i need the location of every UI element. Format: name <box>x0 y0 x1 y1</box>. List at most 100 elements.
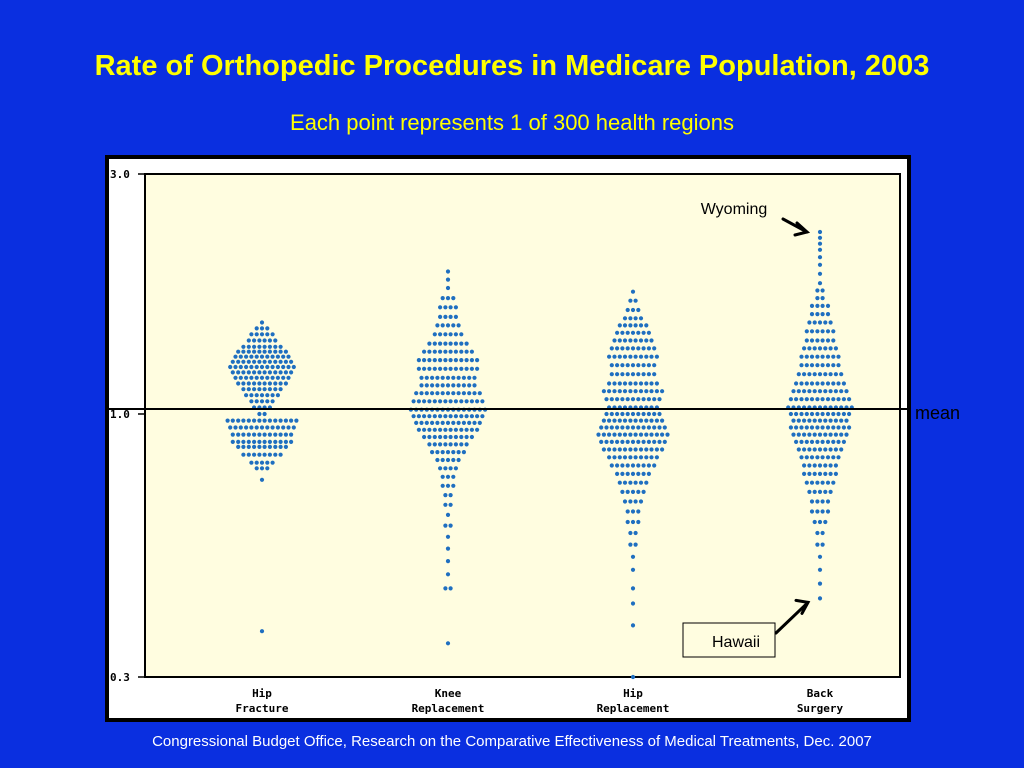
data-point <box>809 425 815 430</box>
data-point <box>472 375 477 380</box>
data-point <box>820 354 825 359</box>
data-point <box>809 303 815 308</box>
data-point <box>630 330 636 335</box>
data-point <box>445 375 451 380</box>
data-point <box>265 354 270 359</box>
data-point <box>646 363 652 368</box>
data-point <box>281 425 286 430</box>
data-point <box>451 323 456 328</box>
data-point <box>633 499 638 504</box>
data-point <box>628 316 633 321</box>
data-point <box>445 450 451 455</box>
data-point <box>807 432 812 437</box>
data-point <box>432 341 437 346</box>
data-point <box>817 554 823 559</box>
data-point <box>799 397 804 402</box>
data-point <box>252 338 257 343</box>
data-point <box>257 411 262 417</box>
data-point <box>652 411 657 417</box>
data-point <box>660 447 665 452</box>
data-point <box>823 489 828 494</box>
data-point <box>294 418 299 423</box>
data-point <box>809 480 815 485</box>
data-point <box>820 363 825 368</box>
data-point <box>435 391 440 396</box>
data-point <box>638 499 644 504</box>
data-point <box>636 489 641 494</box>
data-point <box>467 391 472 396</box>
data-point <box>443 341 448 346</box>
data-point <box>249 354 254 359</box>
data-point <box>641 489 646 494</box>
data-point <box>617 432 622 437</box>
data-point <box>828 471 833 476</box>
data-point <box>286 354 291 359</box>
data-point <box>286 364 291 370</box>
data-point <box>435 420 440 425</box>
data-point <box>817 346 823 351</box>
data-point <box>427 427 432 432</box>
data-point <box>633 432 638 437</box>
data-point <box>278 432 283 437</box>
data-point <box>445 546 451 551</box>
data-point <box>461 420 466 425</box>
data-point <box>445 457 451 463</box>
data-point <box>617 323 622 328</box>
data-point <box>617 480 622 485</box>
data-point <box>625 307 630 313</box>
data-point <box>238 375 243 380</box>
data-point <box>636 519 641 525</box>
data-point <box>791 432 796 437</box>
data-point <box>628 499 633 504</box>
data-point <box>630 425 636 430</box>
data-point <box>257 444 262 449</box>
data-point <box>630 586 636 591</box>
data-point <box>794 425 799 430</box>
data-point <box>456 375 461 380</box>
data-point <box>445 483 451 488</box>
data-point <box>267 452 272 457</box>
data-point <box>622 418 628 423</box>
data-point <box>275 425 280 430</box>
data-point <box>443 523 448 528</box>
data-point <box>257 338 262 343</box>
data-point <box>233 375 238 380</box>
data-point <box>257 349 262 354</box>
data-point <box>644 480 649 485</box>
data-point <box>422 366 427 371</box>
data-point <box>809 381 815 386</box>
data-point <box>281 354 286 359</box>
data-point <box>646 330 652 335</box>
data-point <box>809 329 815 334</box>
data-point <box>238 425 243 430</box>
data-point <box>419 383 424 388</box>
data-point <box>638 418 644 423</box>
data-point <box>456 323 461 328</box>
data-point <box>278 439 283 444</box>
data-point <box>459 442 464 447</box>
data-point <box>422 414 427 419</box>
data-point <box>612 381 617 386</box>
data-point <box>799 411 804 417</box>
mean-label: mean <box>915 403 960 423</box>
data-point <box>633 389 638 394</box>
data-point <box>636 471 641 476</box>
data-point <box>249 425 254 430</box>
data-point <box>236 349 241 354</box>
data-point <box>620 330 625 335</box>
annotation-hawaii: Hawaii <box>712 634 760 651</box>
data-point <box>246 338 251 343</box>
data-point <box>836 354 841 359</box>
data-point <box>794 411 799 417</box>
data-point <box>252 381 257 386</box>
data-point <box>788 411 794 417</box>
data-point <box>828 346 833 351</box>
data-point <box>445 391 451 396</box>
data-point <box>252 439 257 444</box>
data-point <box>615 439 620 444</box>
data-point <box>609 411 614 417</box>
data-point <box>289 432 294 437</box>
data-point <box>809 354 815 359</box>
data-point <box>252 452 257 457</box>
data-point <box>451 296 456 301</box>
